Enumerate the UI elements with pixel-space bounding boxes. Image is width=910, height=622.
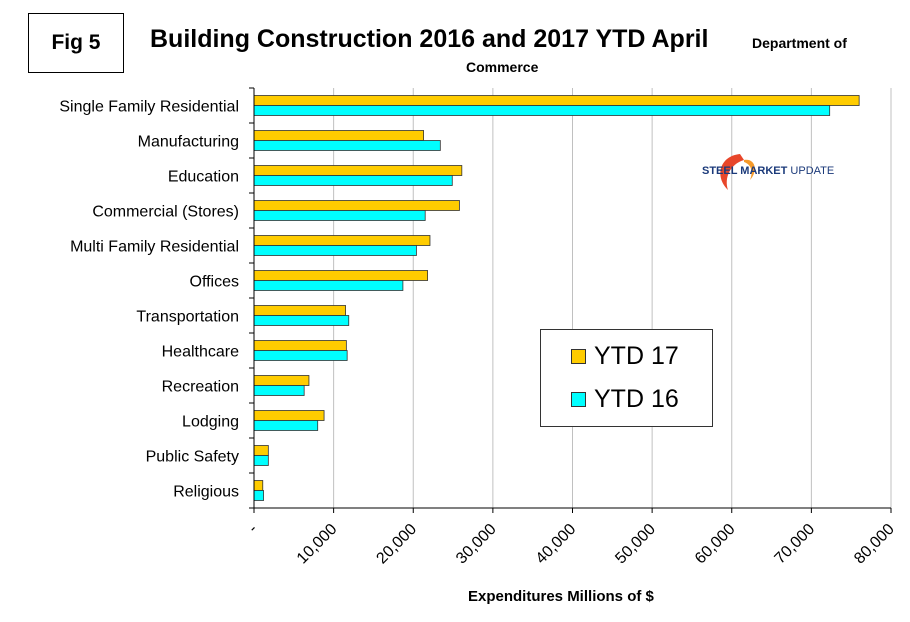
axes <box>249 87 892 513</box>
category-label: Offices <box>190 274 240 291</box>
bar-ytd17 <box>253 410 325 421</box>
x-tick-label: 40,000 <box>533 521 580 568</box>
x-tick-label: 50,000 <box>612 521 659 568</box>
category-label: Recreation <box>162 379 239 396</box>
bar-ytd17 <box>253 305 346 316</box>
bar-ytd16 <box>253 490 264 501</box>
bar-ytd16 <box>253 420 319 431</box>
category-label: Transportation <box>136 309 239 326</box>
bar-ytd16 <box>253 385 305 396</box>
legend-item-ytd16: YTD 16 <box>571 385 679 414</box>
legend-swatch-ytd17 <box>571 349 586 364</box>
category-label: Religious <box>173 484 239 501</box>
bar-ytd17 <box>253 340 347 351</box>
bar-ytd16 <box>253 105 831 116</box>
category-label: Multi Family Residential <box>70 239 239 256</box>
bar-ytd17 <box>253 375 310 386</box>
category-label: Manufacturing <box>138 134 239 151</box>
chart-subtitle-line1: Department of <box>752 35 847 51</box>
bar-ytd16 <box>253 280 404 291</box>
category-label: Healthcare <box>162 344 239 361</box>
category-label: Single Family Residential <box>59 99 239 116</box>
x-tick-label: 20,000 <box>373 521 420 568</box>
legend: YTD 17 YTD 16 <box>540 329 713 427</box>
x-tick-label: 80,000 <box>851 521 898 568</box>
figure-label: Fig 5 <box>28 13 124 73</box>
chart-title: Building Construction 2016 and 2017 YTD … <box>150 25 709 53</box>
bar-ytd16 <box>253 210 426 221</box>
category-label: Public Safety <box>146 449 239 466</box>
bar-ytd16 <box>253 455 269 466</box>
chart-subtitle-line2: Commerce <box>466 59 539 75</box>
swoosh-logo-icon <box>720 154 755 190</box>
bar-ytd17 <box>253 445 269 456</box>
category-label: Commercial (Stores) <box>92 204 239 221</box>
x-tick-label: - <box>245 521 261 537</box>
x-tick-label: 10,000 <box>294 521 341 568</box>
bar-ytd17 <box>253 130 425 141</box>
bar-ytd16 <box>253 140 441 151</box>
legend-label-ytd16: YTD 16 <box>594 385 679 413</box>
bar-ytd16 <box>253 315 350 326</box>
legend-item-ytd17: YTD 17 <box>571 342 679 371</box>
bar-ytd17 <box>253 165 463 176</box>
x-axis-label: Expenditures Millions of $ <box>468 588 654 605</box>
bar-ytd17 <box>253 480 264 491</box>
bar-ytd17 <box>253 270 428 281</box>
bar-ytd16 <box>253 350 348 361</box>
logo-text: STEEL MARKET UPDATE <box>702 165 834 177</box>
x-tick-label: 60,000 <box>692 521 739 568</box>
category-label: Lodging <box>182 414 239 431</box>
bar-ytd16 <box>253 175 453 186</box>
grid-lines <box>333 88 892 508</box>
category-label: Education <box>168 169 239 186</box>
logo-text-bold: STEEL MARKET <box>702 165 788 177</box>
legend-label-ytd17: YTD 17 <box>594 342 679 370</box>
legend-swatch-ytd16 <box>571 392 586 407</box>
bar-ytd16 <box>253 245 417 256</box>
x-tick-label: 30,000 <box>453 521 500 568</box>
bar-ytd17 <box>253 235 431 246</box>
bar-ytd17 <box>253 95 860 106</box>
x-tick-label: 70,000 <box>772 521 819 568</box>
bar-ytd17 <box>253 200 460 211</box>
logo-text-rest: UPDATE <box>787 165 835 177</box>
